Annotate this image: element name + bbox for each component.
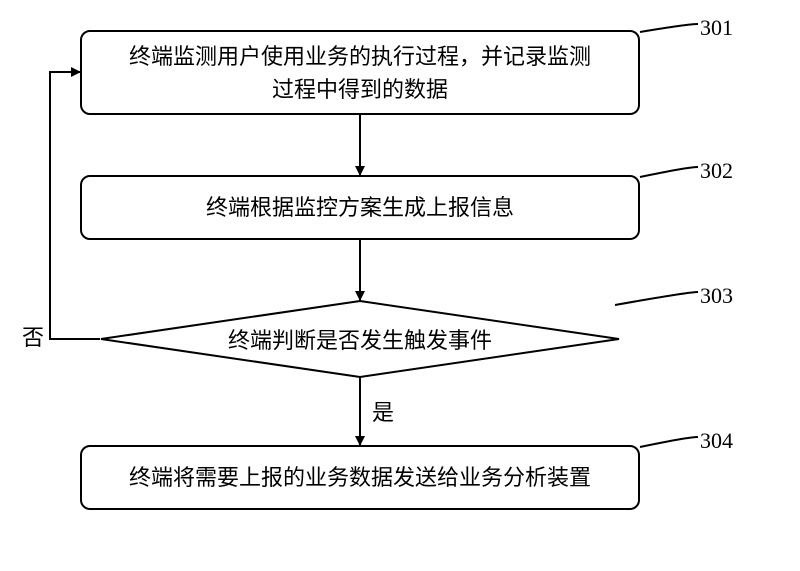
flow-node-n304: 终端将需要上报的业务数据发送给业务分析装置 bbox=[80, 445, 640, 510]
step-label-n301: 301 bbox=[700, 15, 733, 41]
flow-node-n301: 终端监测用户使用业务的执行过程，并记录监测 过程中得到的数据 bbox=[80, 30, 640, 115]
edge-label-e4: 否 bbox=[22, 320, 44, 352]
flow-node-text: 终端根据监控方案生成上报信息 bbox=[206, 191, 514, 224]
flow-node-text: 终端判断是否发生触发事件 bbox=[228, 323, 492, 355]
edge-label-e3: 是 bbox=[372, 395, 394, 427]
flow-node-text: 终端将需要上报的业务数据发送给业务分析装置 bbox=[129, 461, 591, 494]
flow-node-text: 终端监测用户使用业务的执行过程，并记录监测 过程中得到的数据 bbox=[129, 40, 591, 106]
step-label-n303: 303 bbox=[700, 283, 733, 309]
step-label-n302: 302 bbox=[700, 158, 733, 184]
flow-node-n302: 终端根据监控方案生成上报信息 bbox=[80, 175, 640, 240]
step-label-n304: 304 bbox=[700, 428, 733, 454]
flowchart-canvas: 终端监测用户使用业务的执行过程，并记录监测 过程中得到的数据 301 终端根据监控方… bbox=[0, 0, 800, 571]
flow-node-n303: 终端判断是否发生触发事件 bbox=[100, 300, 620, 378]
